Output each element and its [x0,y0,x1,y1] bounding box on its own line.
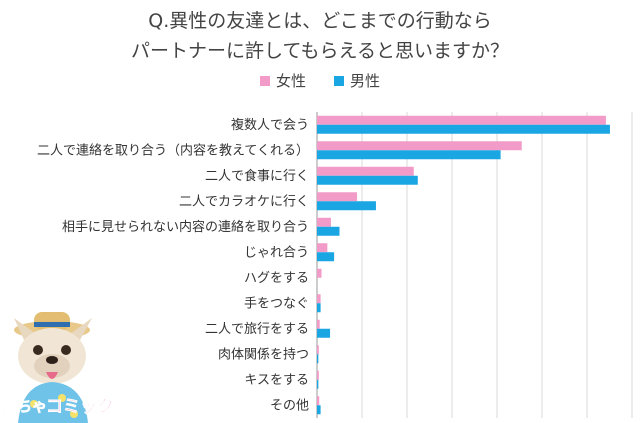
bar-female [317,217,331,227]
bar-male [317,124,610,134]
bar-male [317,201,376,211]
bar-male [317,175,418,185]
bar-female [317,166,414,176]
category-label: 二人で食事に行く [205,168,309,184]
legend-label-male: 男性 [350,72,381,90]
bar-female [317,396,320,406]
chart-title-line-2: パートナーに許してもらえると思いますか？ [131,40,509,62]
category-label: その他 [270,398,309,413]
category-label: ハグをする [244,271,309,286]
category-label: 二人でカラオケに行く [179,194,309,209]
bar-female [317,115,606,125]
chart-title-line-1: Q.異性の友達とは、どこまでの行動なら [148,10,492,32]
category-label: 肉体関係を持つ [218,347,309,362]
category-label: 相手に見せられない内容の連絡を取り合う [62,219,309,235]
bar-female [317,319,320,329]
bar-female [317,243,328,253]
category-label: じゃれ合う [244,245,309,260]
bar-female [317,192,358,202]
bar-female [317,268,322,278]
legend-label-female: 女性 [275,72,306,90]
bar-female [317,141,522,151]
category-label: 二人で連絡を取り合う（内容を教えてくれる） [37,142,309,158]
category-label: 二人で旅行をする [205,322,309,337]
bar-female [317,370,319,380]
bar-male [317,379,319,389]
bar-female [317,294,321,304]
svg-text:めちゃ: めちゃ [2,397,47,415]
bar-male [317,252,335,262]
bar-male [317,328,331,338]
dog-mascot-logo: めちゃ コミック [2,312,114,423]
category-label: 手をつなぐ [244,296,309,311]
bar-male [317,405,321,415]
chart-legend: 女性 男性 [0,70,640,91]
legend-item-male: 男性 [334,70,380,91]
bar-male [317,354,319,364]
category-label: キスをする [244,373,309,388]
chart-title: Q.異性の友達とは、どこまでの行動なら パートナーに許してもらえると思いますか？ [0,6,640,66]
bar-female [317,345,319,355]
bar-male [317,226,340,236]
svg-text:コミック: コミック [46,397,114,417]
bar-male [317,303,321,313]
legend-item-female: 女性 [259,70,306,91]
bar-male [317,150,501,160]
legend-swatch-male [334,75,344,86]
legend-swatch-female [259,75,270,86]
category-label: 複数人で会う [231,117,309,133]
